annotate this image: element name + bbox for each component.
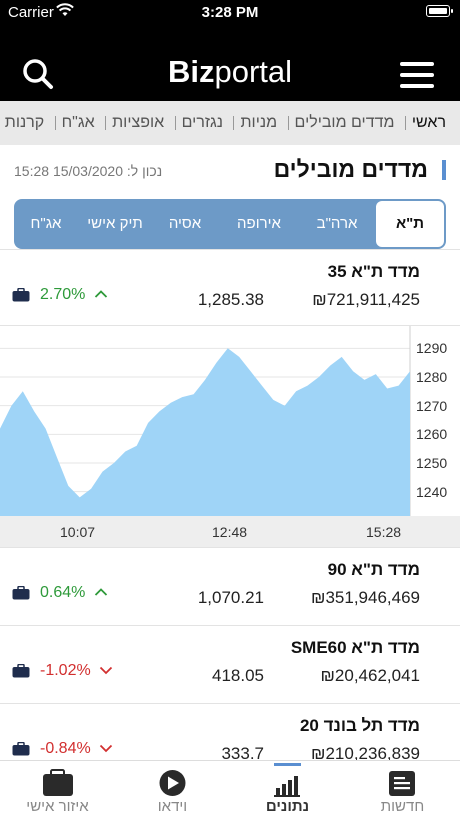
index-chart[interactable]: 1240 1250 1260 1270 1280 1290 10:07 12:48 15:… (0, 325, 460, 548)
index-change: -0.84% (40, 740, 113, 758)
y-tick-label: 1250 (416, 455, 448, 471)
index-name: מדד תל בונד 20 (299, 716, 420, 735)
chevron-down-icon (100, 666, 113, 675)
tab-bonds[interactable]: אג"ח (30, 215, 62, 232)
tab-asia[interactable]: אסיה (168, 215, 202, 232)
nav-item-indices[interactable]: מדדים מובילים (294, 114, 395, 131)
briefcase-icon[interactable] (12, 742, 30, 756)
chevron-down-icon (100, 744, 113, 753)
index-price: 1,285.38 (197, 290, 264, 309)
nav-item-stocks[interactable]: מניות (240, 114, 278, 131)
quote-row[interactable]: מדד ת"א SME60 ₪20,462,041 418.05 -1.02% (0, 625, 460, 703)
index-name: מדד ת"א 90 (327, 560, 420, 579)
market-tabs: ת"א ארה"ב אירופה אסיה תיק אישי אג"ח (14, 199, 446, 249)
news-icon (389, 771, 415, 796)
index-name: מדד ת"א 35 (327, 262, 420, 281)
index-volume: ₪351,946,469 (311, 588, 420, 607)
tabbar-item-video[interactable]: וידאו (115, 761, 230, 818)
section-accent-bar (442, 160, 446, 180)
tab-tel-aviv[interactable]: ת"א (376, 201, 444, 247)
tab-portfolio[interactable]: תיק אישי (87, 215, 143, 232)
clock: 3:28 PM (201, 4, 259, 21)
wifi-icon (56, 3, 74, 16)
x-tick-label: 12:48 (212, 524, 248, 540)
nav-item-bonds[interactable]: אג"ח (61, 114, 95, 131)
briefcase-icon[interactable] (12, 664, 30, 678)
active-tab-indicator (274, 763, 301, 766)
nav-item-funds[interactable]: קרנות (4, 114, 45, 131)
briefcase-icon (43, 769, 73, 796)
chart-x-axis: 10:07 12:48 15:28 (0, 516, 460, 548)
tab-usa[interactable]: ארה"ב (316, 215, 358, 232)
nav-item-home[interactable]: ראשי (411, 114, 446, 131)
chart-area-series (0, 348, 410, 516)
page-title: מדדים מובילים (273, 156, 428, 182)
app-header: Bizportal (0, 24, 460, 101)
y-tick-label: 1240 (416, 483, 448, 500)
index-volume: ₪210,236,839 (311, 744, 420, 763)
bizportal-logo[interactable]: Bizportal (167, 54, 293, 89)
index-price: 333.7 (221, 744, 264, 763)
nav-item-derivatives[interactable]: נגזרים (181, 114, 224, 131)
index-price: 418.05 (212, 666, 264, 685)
tabbar-item-data[interactable]: נתונים (230, 761, 345, 818)
index-change: 0.64% (40, 584, 108, 602)
index-name: מדד ת"א SME60 (290, 638, 420, 657)
index-change: 2.70% (40, 286, 108, 304)
section-header: מדדים מובילים נכון ל: 15/03/2020 15:28 (0, 150, 460, 190)
hamburger-menu-icon[interactable] (400, 62, 434, 88)
quote-row[interactable]: מדד ת"א 90 ₪351,946,469 1,070.21 0.64% (0, 547, 460, 625)
tab-europe[interactable]: אירופה (237, 215, 281, 232)
quote-row[interactable]: מדד תל בונד 20 ₪210,236,839 333.7 -0.84% (0, 703, 460, 781)
tabbar-item-news[interactable]: חדשות (345, 761, 460, 818)
play-icon (159, 770, 186, 796)
carrier-label: Carrier (8, 4, 54, 21)
briefcase-icon[interactable] (12, 288, 30, 302)
nav-item-options[interactable]: אופציות (112, 114, 165, 131)
chart-plot (0, 326, 411, 516)
x-tick-label: 10:07 (60, 524, 96, 540)
y-tick-label: 1290 (416, 340, 448, 357)
index-volume: ₪721,911,425 (312, 290, 420, 309)
top-nav: ראשי מדדים מובילים מניות נגזרים אופציות … (0, 101, 460, 145)
chevron-up-icon (94, 588, 107, 596)
tabbar-item-personal[interactable]: איזור אישי (0, 761, 115, 818)
bar-chart-icon (274, 776, 300, 797)
status-bar: Carrier 3:28 PM (0, 0, 460, 24)
y-tick-label: 1270 (416, 397, 448, 414)
quote-row[interactable]: מדד ת"א 35 ₪721,911,425 1,285.38 2.70% (0, 249, 460, 327)
index-change: -1.02% (40, 662, 113, 680)
index-price: 1,070.21 (197, 588, 264, 607)
briefcase-icon[interactable] (12, 586, 30, 600)
index-volume: ₪20,462,041 (320, 666, 420, 685)
x-tick-label: 15:28 (366, 524, 402, 540)
chevron-up-icon (94, 290, 107, 298)
updated-timestamp: נכון ל: 15/03/2020 15:28 (14, 163, 163, 179)
search-icon[interactable] (22, 58, 54, 90)
y-tick-label: 1280 (416, 369, 448, 385)
battery-icon (426, 5, 453, 17)
y-tick-label: 1260 (416, 426, 448, 443)
bottom-tab-bar: איזור אישי וידאו נתונים חדשות (0, 760, 460, 818)
